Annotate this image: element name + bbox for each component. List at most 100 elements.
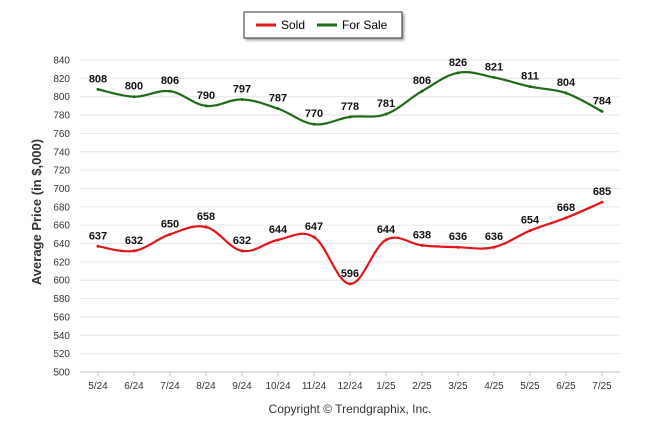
data-point-sold [132,249,136,253]
data-label-for-sale: 800 [125,81,143,93]
data-point-sold [420,243,424,247]
y-axis-ticks: 500 520 540 560 580 600 620 640 660 680 700 720 740 7… [53,56,70,379]
legend-label-for-sale: For Sale [342,18,388,32]
data-label-for-sale: 784 [593,95,612,107]
data-point-sold [96,244,100,248]
data-point-for-sale [312,122,316,126]
copyright-caption: Copyright © Trendgraphix, Inc. [269,402,432,416]
data-label-sold: 650 [161,218,179,230]
data-point-for-sale [384,112,388,116]
y-axis-label: Average Price (in $,000) [29,139,44,285]
data-point-for-sale [276,107,280,111]
data-point-sold [348,282,352,286]
data-point-sold [276,238,280,242]
y-tick-label: 580 [53,294,70,305]
y-tick-label: 600 [53,276,70,287]
y-tick-label: 780 [53,111,70,122]
data-label-for-sale: 787 [269,93,287,105]
data-point-for-sale [456,71,460,75]
series-layer [96,71,604,286]
data-label-for-sale: 797 [233,83,251,95]
legend-label-sold: Sold [281,18,305,32]
data-label-for-sale: 806 [413,75,431,87]
y-tick-label: 720 [53,166,70,177]
data-label-sold: 596 [341,268,359,280]
y-tick-label: 820 [53,74,70,85]
y-tick-label: 840 [53,56,70,67]
y-tick-label: 800 [53,92,70,103]
y-tick-label: 540 [53,331,70,342]
data-label-sold: 685 [593,186,611,198]
data-label-for-sale: 806 [161,75,179,87]
y-tick-label: 700 [53,184,70,195]
x-tick-label: 6/24 [124,381,144,392]
x-tick-label: 7/25 [592,381,612,392]
x-tick-label: 11/24 [302,381,327,392]
data-label-sold: 647 [305,221,323,233]
x-tick-label: 8/24 [196,381,216,392]
data-point-for-sale [132,95,136,99]
x-tick-label: 7/24 [160,381,180,392]
data-label-for-sale: 811 [521,71,539,83]
y-tick-label: 520 [53,349,70,360]
data-point-for-sale [168,89,172,93]
x-tick-label: 1/25 [376,381,396,392]
data-point-sold [312,235,316,239]
data-point-sold [168,232,172,236]
data-point-for-sale [600,109,604,113]
data-label-for-sale: 808 [89,73,107,85]
data-label-sold: 632 [233,235,251,247]
y-tick-label: 640 [53,239,70,250]
data-point-for-sale [528,85,532,89]
data-label-for-sale: 821 [485,61,503,73]
data-point-for-sale [204,104,208,108]
data-label-for-sale: 778 [341,101,359,113]
x-tick-label: 3/25 [448,381,468,392]
x-tick-label: 4/25 [484,381,504,392]
y-tick-label: 500 [53,368,70,379]
data-label-for-sale: 781 [377,98,395,110]
data-label-sold: 644 [377,224,396,236]
data-point-sold [384,238,388,242]
y-tick-label: 760 [53,129,70,140]
data-point-sold [204,225,208,229]
data-point-sold [456,245,460,249]
y-tick-label: 620 [53,257,70,268]
data-label-sold: 632 [125,235,143,247]
data-point-for-sale [564,91,568,95]
x-tick-label: 10/24 [265,381,290,392]
y-tick-label: 660 [53,221,70,232]
data-labels: 637 632 650 658 632 644 647 596 644 638 636 636 654 6… [89,57,612,280]
x-tick-label: 5/24 [88,381,108,392]
data-label-sold: 637 [89,230,107,242]
x-axis-ticks: 5/24 6/24 7/24 8/24 9/24 10/24 11/24 12/24 1/25 2… [88,372,612,392]
data-label-sold: 638 [413,229,431,241]
y-tick-label: 740 [53,147,70,158]
data-label-sold: 668 [557,202,575,214]
data-label-sold: 654 [521,215,540,227]
data-point-sold [600,200,604,204]
x-tick-label: 2/25 [412,381,432,392]
data-label-for-sale: 790 [197,90,215,102]
data-label-sold: 658 [197,211,215,223]
data-point-for-sale [240,97,244,101]
data-label-for-sale: 826 [449,57,467,69]
data-label-sold: 644 [269,224,288,236]
data-label-for-sale: 770 [305,108,323,120]
data-label-for-sale: 804 [557,77,576,89]
data-point-sold [528,229,532,233]
data-point-for-sale [348,115,352,119]
data-point-sold [564,216,568,220]
y-tick-label: 560 [53,312,70,323]
data-point-sold [240,249,244,253]
data-point-sold [492,245,496,249]
data-label-sold: 636 [449,231,467,243]
gridlines [80,59,620,373]
data-point-for-sale [96,87,100,91]
x-tick-label: 5/25 [520,381,540,392]
data-point-for-sale [492,75,496,79]
x-tick-label: 12/24 [337,381,362,392]
x-tick-label: 6/25 [556,381,576,392]
y-tick-label: 680 [53,202,70,213]
